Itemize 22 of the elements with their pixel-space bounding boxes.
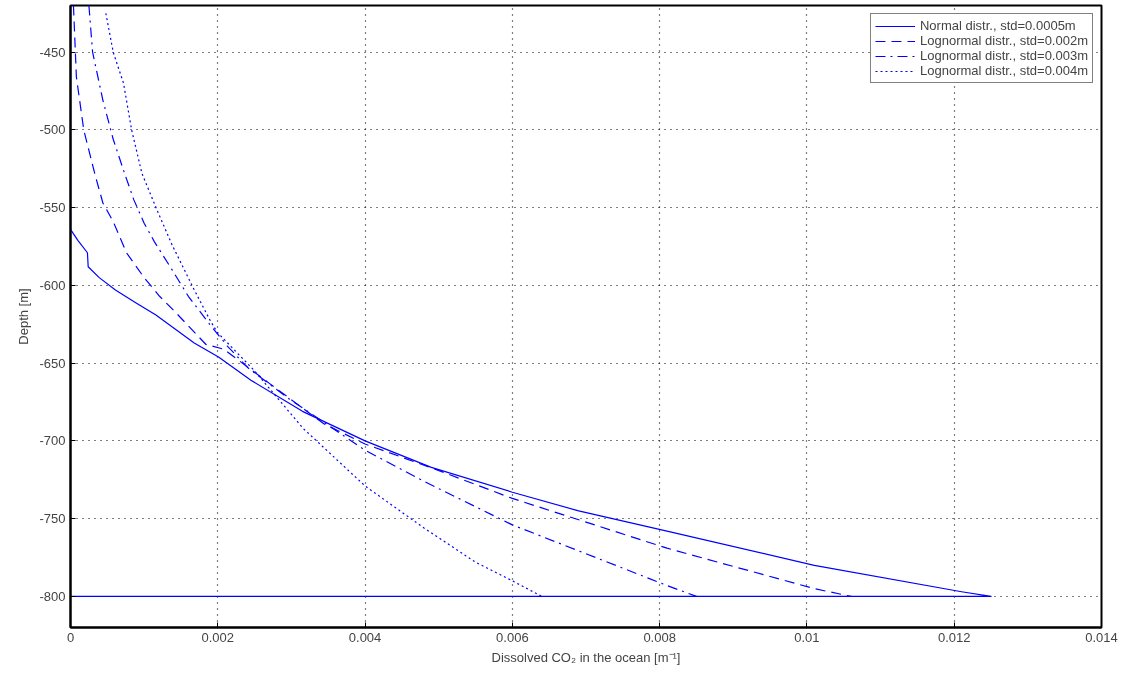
legend-label: Lognormal distr., std=0.004m	[919, 63, 1088, 78]
x-tick-label: 0	[66, 629, 75, 645]
y-tick-label: -500	[39, 122, 66, 138]
x-tick-label: 0.014	[1085, 629, 1118, 645]
legend-label: Normal distr., std=0.0005m	[919, 18, 1076, 33]
y-tick-label: -450	[39, 44, 66, 60]
y-tick-label: -550	[39, 200, 66, 216]
y-tick-label: -650	[39, 355, 66, 371]
legend-label: Lognormal distr., std=0.003m	[919, 48, 1088, 63]
legend-label: Lognormal distr., std=0.002m	[919, 33, 1088, 48]
x-tick-label: 0.012	[937, 629, 971, 645]
x-tick-label: 0.008	[643, 629, 676, 645]
x-axis-title: Dissolved CO₂ in the ocean [m⁻¹]	[491, 649, 681, 665]
y-tick-label: -800	[39, 588, 66, 604]
y-tick-label: -750	[39, 511, 66, 527]
x-tick-label: 0.006	[496, 629, 529, 645]
y-axis-title: Depth [m]	[16, 288, 32, 345]
y-tick-label: -700	[39, 433, 66, 449]
x-tick-label: 0.01	[794, 629, 820, 645]
x-tick-label: 0.004	[348, 629, 382, 645]
y-tick-label: -600	[39, 277, 66, 293]
x-tick-label: 0.002	[201, 629, 235, 645]
